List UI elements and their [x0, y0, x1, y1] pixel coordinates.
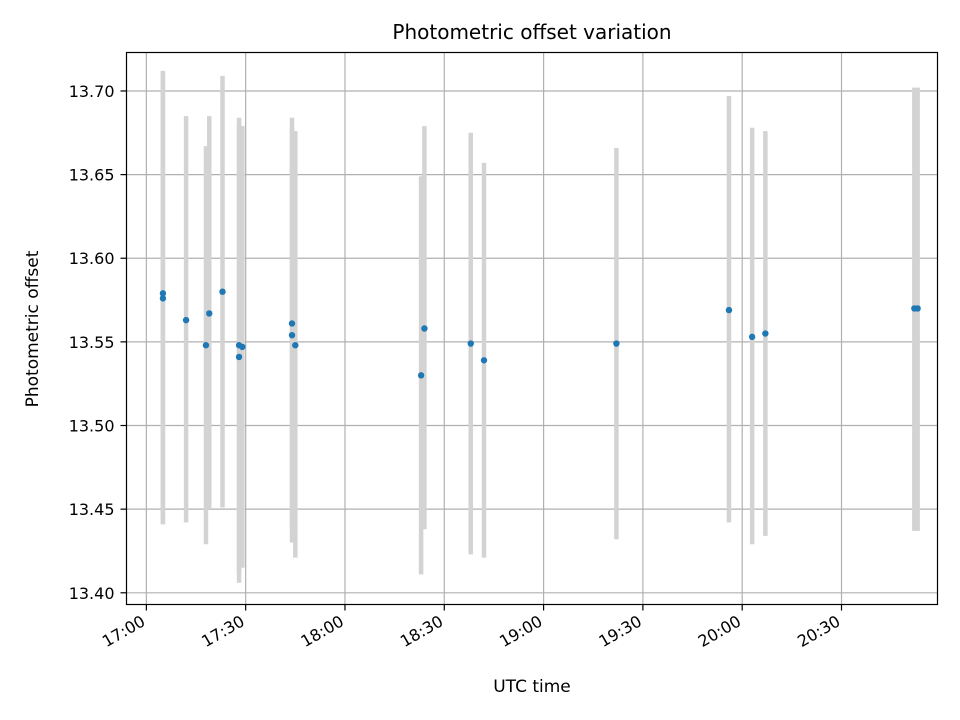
grid	[126, 52, 938, 605]
data-point	[239, 343, 246, 351]
data-point	[748, 333, 756, 341]
data-point	[159, 295, 167, 302]
y-tick-label: 13.45	[69, 500, 115, 519]
data-point	[467, 340, 474, 347]
data-point	[725, 306, 733, 314]
data-point	[292, 342, 299, 349]
y-tick-label: 13.55	[69, 333, 115, 352]
chart-title: Photometric offset variation	[392, 20, 671, 44]
y-tick-label: 13.65	[69, 166, 115, 185]
data-point	[288, 331, 296, 339]
data-point	[421, 325, 428, 332]
y-axis-label: Photometric offset	[23, 250, 43, 407]
data-point	[202, 342, 210, 349]
data-point	[288, 320, 296, 327]
data-point	[762, 330, 769, 337]
data-point	[219, 288, 226, 295]
data-point	[159, 290, 167, 297]
y-tick-label: 13.70	[69, 82, 115, 101]
data-point	[914, 305, 921, 312]
y-tick-label: 13.50	[69, 417, 115, 436]
data-point	[613, 340, 620, 347]
y-tick-label: 13.40	[69, 584, 115, 603]
data-point	[480, 357, 488, 364]
plot-frame	[125, 51, 939, 606]
data-point	[206, 310, 213, 317]
data-point	[235, 353, 243, 361]
y-tick-label: 13.60	[69, 249, 115, 268]
y-axis-ticks: 13.40 13.45 13.50 13.55 13.60 13.65 13.70	[69, 82, 127, 603]
data-point	[417, 372, 425, 379]
x-axis-label: UTC time	[493, 677, 571, 697]
data-point	[182, 316, 190, 324]
data-points	[159, 288, 921, 379]
